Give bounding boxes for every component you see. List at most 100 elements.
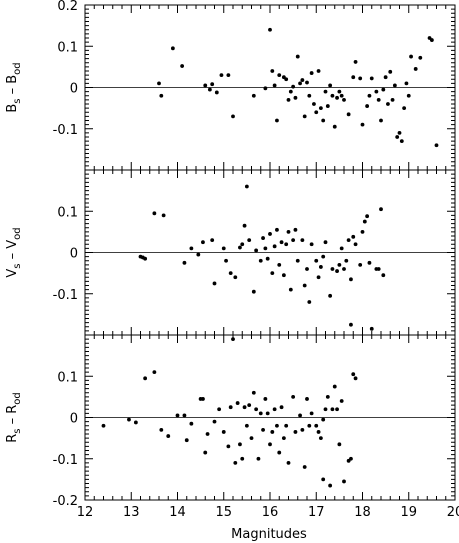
data-point	[376, 267, 381, 271]
data-point	[332, 124, 337, 129]
data-point	[244, 423, 249, 428]
y-axis-title: Rs – Rod	[5, 392, 23, 443]
data-point	[349, 322, 353, 327]
data-point	[360, 229, 365, 234]
x-tick-label: 17	[308, 505, 325, 520]
data-point	[376, 97, 381, 102]
data-point	[288, 287, 293, 292]
data-point	[367, 93, 372, 98]
data-point	[288, 89, 293, 94]
data-point	[337, 442, 342, 447]
data-point	[247, 238, 252, 243]
data-point	[231, 114, 235, 119]
data-point	[309, 411, 314, 416]
data-point	[258, 411, 263, 416]
data-point	[277, 73, 282, 78]
panel-3: -0.2 -0.1 0 0.1 Rs – Rod	[5, 334, 456, 509]
data-point	[210, 82, 215, 87]
data-point	[362, 219, 367, 224]
data-point	[369, 76, 374, 81]
data-point	[386, 102, 390, 106]
y-tick-label: 0	[70, 247, 78, 262]
data-point	[189, 246, 194, 251]
data-point	[265, 411, 270, 416]
data-point	[379, 118, 383, 123]
data-point	[353, 60, 358, 64]
data-point	[351, 234, 356, 239]
data-point	[143, 376, 148, 381]
data-point	[321, 417, 326, 422]
y-tick-label: -0.1	[53, 288, 78, 303]
data-point	[242, 223, 247, 228]
data-point	[286, 229, 291, 234]
data-point	[346, 238, 351, 243]
data-point	[337, 262, 342, 267]
data-point	[402, 106, 407, 111]
data-point	[351, 75, 356, 80]
data-point	[349, 456, 353, 461]
data-point	[392, 83, 397, 88]
panel-1: -0.1 0 0.1 0.2 Bs – Bod	[5, 0, 456, 171]
data-point	[325, 104, 330, 108]
x-tick-label: 13	[123, 505, 140, 520]
data-point	[365, 214, 370, 219]
data-point	[265, 256, 270, 261]
data-point	[286, 97, 291, 102]
data-point	[318, 436, 323, 441]
data-point	[286, 460, 291, 465]
y-axis-title-part: s	[12, 429, 23, 434]
data-point	[161, 213, 166, 218]
data-point	[342, 97, 346, 102]
data-point	[170, 46, 175, 51]
panel-2: -0.1 0 0.1 Vs – Vod	[5, 169, 456, 336]
data-point	[263, 397, 268, 401]
data-point	[321, 254, 326, 259]
y-axis-title-part: B	[5, 104, 20, 113]
data-point	[196, 252, 201, 257]
data-point	[277, 450, 282, 455]
y-axis-title: Vs – Vod	[5, 227, 23, 277]
data-point	[219, 73, 224, 78]
data-point	[316, 69, 321, 73]
data-point	[388, 69, 393, 74]
y-tick-label: 0.2	[57, 0, 78, 14]
x-tick-label: 15	[215, 505, 232, 520]
data-point	[256, 456, 261, 461]
data-point	[339, 93, 344, 98]
data-point	[240, 456, 245, 461]
data-point	[238, 245, 242, 250]
data-point	[203, 450, 208, 455]
data-point	[182, 260, 187, 265]
data-point	[184, 438, 189, 443]
data-point	[367, 260, 372, 265]
data-point	[307, 93, 312, 98]
data-point	[284, 242, 289, 247]
y-tick-label: -0.1	[53, 123, 78, 138]
data-point	[268, 442, 272, 447]
data-point	[275, 118, 279, 123]
y-axis-title-part: – R	[5, 405, 20, 429]
data-point	[261, 427, 265, 432]
data-point	[381, 273, 386, 278]
data-point	[293, 95, 298, 100]
data-point	[353, 376, 358, 381]
data-point	[291, 394, 296, 399]
y-tick-label: 0.1	[57, 205, 78, 220]
data-point	[353, 242, 358, 247]
y-axis-title: Bs – Bod	[5, 62, 23, 112]
data-point	[316, 430, 321, 434]
data-point	[284, 77, 289, 82]
y-axis-title-part: V	[5, 269, 20, 278]
data-point	[277, 262, 282, 267]
data-point	[251, 390, 256, 395]
data-point	[328, 83, 333, 88]
data-point	[330, 93, 335, 98]
data-point	[293, 430, 298, 434]
data-point	[369, 326, 374, 331]
data-point	[321, 477, 326, 482]
data-point	[300, 427, 305, 432]
data-point	[399, 139, 404, 144]
data-point	[307, 423, 312, 428]
data-point	[314, 110, 319, 115]
data-point	[321, 118, 326, 123]
